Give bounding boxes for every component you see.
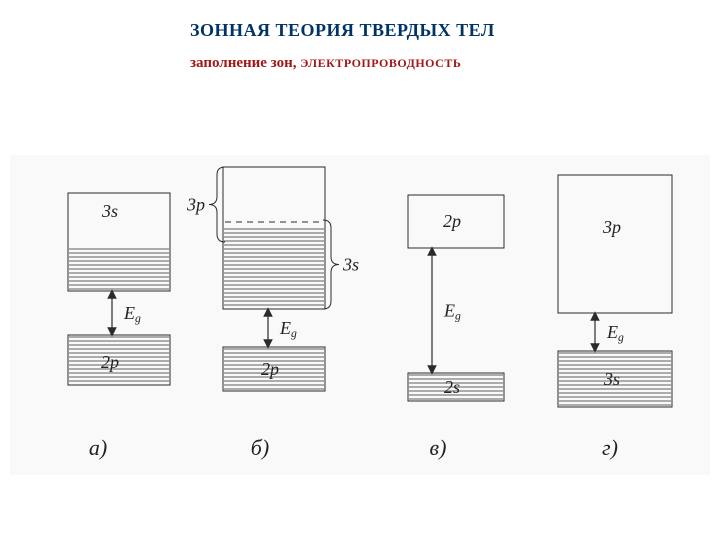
- page-subtitle: заполнение зон, ЭЛЕКТРОПРОВОДНОСТЬ: [190, 55, 461, 72]
- page: ЗОННАЯ ТЕОРИЯ ТВЕРДЫХ ТЕЛ заполнение зон…: [0, 0, 720, 540]
- panel-sub-label: в): [430, 435, 447, 460]
- panel-sub-label: г): [602, 435, 618, 460]
- panel-sub-label: б): [251, 435, 269, 460]
- brace-label: 3p: [186, 195, 205, 215]
- band-label: 2p: [101, 352, 119, 372]
- subtitle-prefix: заполнение зон,: [190, 55, 300, 71]
- subtitle-caps: ЭЛЕКТРОПРОВОДНОСТЬ: [300, 56, 461, 70]
- brace-label: 3s: [342, 255, 359, 275]
- band-box: [68, 193, 170, 291]
- band-label: 2p: [443, 211, 461, 231]
- gap-label: Eg: [443, 301, 461, 323]
- band-label: 3s: [101, 201, 118, 221]
- band-figure-svg: 3s2pEgа)2pEg3p3sб)2p2sEgв)3p3sEgг): [10, 155, 710, 475]
- gap-label: Eg: [279, 318, 297, 340]
- band-label: 3p: [602, 217, 621, 237]
- band-label: 2s: [444, 377, 460, 397]
- panel-sub-label: а): [89, 435, 107, 460]
- band-box: [558, 175, 672, 313]
- gap-label: Eg: [123, 303, 141, 325]
- band-label: 3s: [603, 369, 620, 389]
- band-label: 2p: [261, 359, 279, 379]
- band-box: [223, 167, 325, 309]
- band-box: [68, 335, 170, 385]
- page-title: ЗОННАЯ ТЕОРИЯ ТВЕРДЫХ ТЕЛ: [190, 20, 495, 41]
- gap-label: Eg: [606, 322, 624, 344]
- band-figure: 3s2pEgа)2pEg3p3sб)2p2sEgв)3p3sEgг): [10, 155, 710, 475]
